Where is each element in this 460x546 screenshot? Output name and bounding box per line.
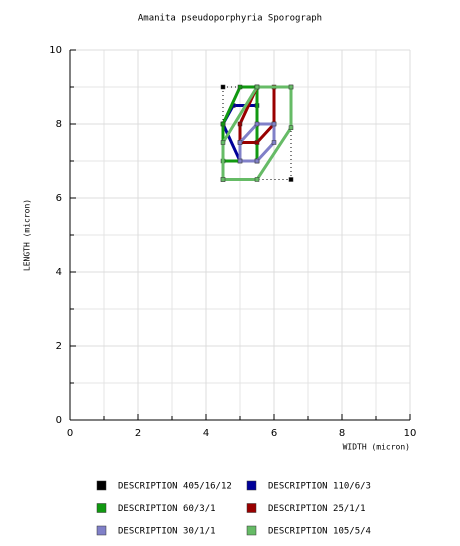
vertex bbox=[254, 121, 260, 127]
vertex bbox=[220, 140, 226, 145]
vertex bbox=[254, 177, 260, 182]
y-tick-label: 4 bbox=[56, 267, 62, 278]
legend-swatch bbox=[96, 525, 107, 536]
vertex bbox=[220, 121, 226, 127]
x-tick-label: 6 bbox=[271, 428, 277, 439]
legend-label: DESCRIPTION 25/1/1 bbox=[268, 504, 366, 514]
vertex bbox=[237, 140, 243, 145]
vertex bbox=[271, 121, 277, 127]
legend-swatch bbox=[96, 503, 107, 513]
vertex bbox=[237, 121, 243, 127]
x-tick-label: 2 bbox=[135, 428, 141, 439]
vertex bbox=[220, 84, 226, 90]
vertex bbox=[254, 84, 260, 90]
y-axis-label: LENGTH (micron) bbox=[23, 199, 32, 271]
legend-label: DESCRIPTION 110/6/3 bbox=[268, 482, 371, 492]
x-tick-label: 0 bbox=[67, 428, 73, 439]
x-tick-label: 8 bbox=[339, 428, 345, 439]
chart-title: Amanita pseudoporphyria Sporograph bbox=[138, 14, 322, 24]
y-tick-label: 6 bbox=[56, 193, 62, 204]
legend-swatch bbox=[246, 503, 257, 513]
vertex bbox=[237, 84, 243, 90]
vertex bbox=[254, 140, 260, 145]
y-tick-label: 2 bbox=[56, 341, 62, 352]
legend-label: DESCRIPTION 30/1/1 bbox=[118, 527, 216, 537]
legend-label: DESCRIPTION 405/16/12 bbox=[118, 482, 232, 492]
vertex bbox=[271, 140, 277, 145]
vertex bbox=[288, 125, 294, 130]
x-tick-label: 10 bbox=[404, 428, 417, 439]
legend-label: DESCRIPTION 60/3/1 bbox=[118, 504, 216, 514]
legend-label: DESCRIPTION 105/5/4 bbox=[268, 527, 371, 537]
vertex bbox=[220, 177, 226, 182]
y-tick-label: 8 bbox=[56, 119, 62, 130]
x-tick-label: 4 bbox=[203, 428, 209, 439]
vertex bbox=[254, 158, 260, 164]
x-axis-label: WIDTH (micron) bbox=[343, 443, 410, 452]
vertex bbox=[237, 158, 243, 164]
legend-swatch bbox=[246, 480, 257, 491]
y-tick-label: 10 bbox=[49, 45, 62, 56]
legend-swatch bbox=[96, 480, 107, 491]
y-tick-label: 0 bbox=[56, 415, 62, 426]
vertex bbox=[288, 177, 294, 182]
legend-swatch bbox=[246, 525, 257, 536]
vertex bbox=[288, 84, 294, 90]
